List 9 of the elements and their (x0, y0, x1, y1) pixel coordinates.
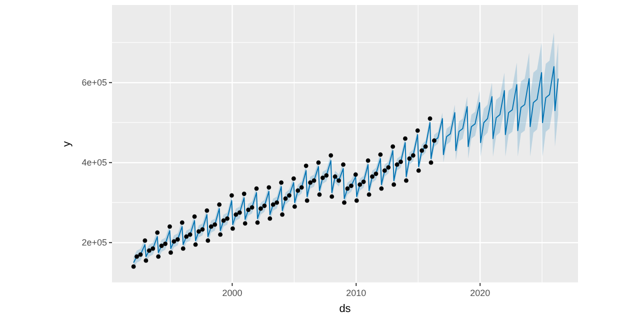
x-axis-title: ds (339, 303, 352, 315)
x-tick-label: 2020 (470, 288, 490, 298)
x-tick-label: 2000 (222, 288, 242, 298)
line-series (133, 66, 559, 264)
y-tick-label: 6e+05 (82, 78, 107, 88)
y-tick-label: 2e+05 (82, 238, 107, 248)
x-tick-label: 2010 (346, 288, 366, 298)
y-tick-label: 4e+05 (82, 158, 107, 168)
y-axis-title: y (61, 140, 73, 147)
